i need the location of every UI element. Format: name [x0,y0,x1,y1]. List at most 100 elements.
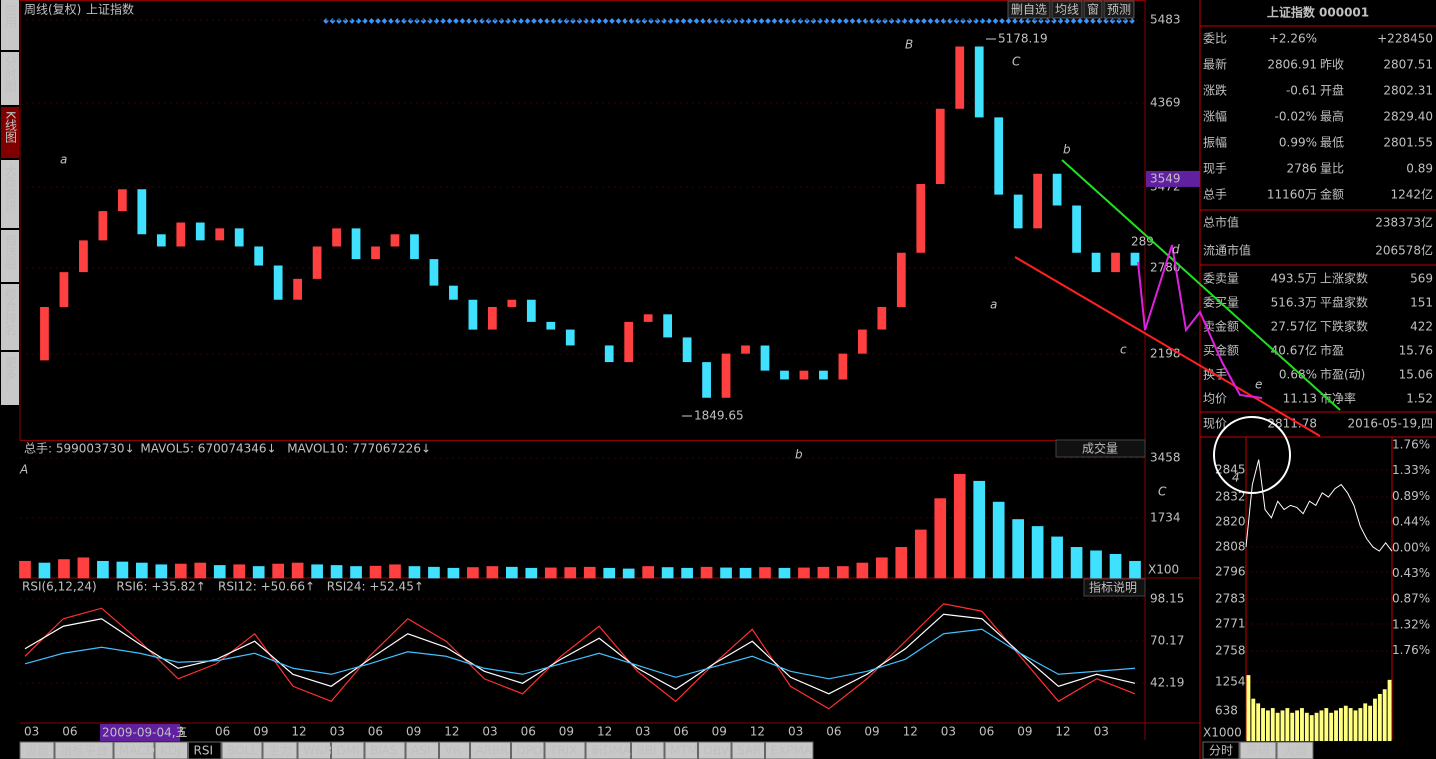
x-tick-label: 06 [521,725,536,739]
tab[interactable] [1276,741,1314,759]
intraday-volume-bar [1387,679,1392,742]
tab[interactable] [698,741,732,759]
marker [615,18,622,24]
sidebar-button[interactable] [1,107,19,158]
volume-bar [876,557,888,579]
volume-bar [778,567,791,579]
pct-tick-label: 1.76% [1392,643,1430,657]
tab[interactable] [331,741,365,759]
tab[interactable] [1202,741,1240,759]
tab[interactable] [664,741,698,759]
sidebar-button[interactable] [1,352,19,405]
volume-bar [1031,526,1044,579]
volume-bar [661,567,674,579]
quote-value: 0.89 [1406,162,1433,176]
header-button[interactable] [1083,0,1103,19]
rsi-legend: RSI(6,12,24) [22,580,97,594]
volume-bar [642,566,654,579]
sidebar-button[interactable] [1,160,19,228]
tab[interactable] [631,741,665,759]
tab[interactable] [470,741,511,759]
header-button[interactable] [1051,0,1083,19]
tab[interactable] [262,741,298,759]
marker [570,18,576,24]
annotation: b [1063,143,1071,157]
intraday-volume-bar [1377,693,1382,742]
current-price: 3549 [1150,171,1181,185]
sidebar-button[interactable] [1,52,19,105]
tab[interactable] [113,741,155,759]
tab[interactable] [439,741,470,759]
tab[interactable] [1239,741,1277,759]
quote-value: 151 [1410,296,1433,310]
trend-line [1014,256,1321,437]
pct-tick-label: 0.44% [1392,515,1430,529]
pct-tick-label: 0.00% [1392,540,1430,554]
sidebar-label: 自选股 [4,234,18,271]
tab[interactable] [364,741,406,759]
y-tick-label: 2796 [1215,564,1246,578]
annotation: d [1172,243,1180,257]
tab[interactable] [544,741,586,759]
intraday-volume-bar [1373,698,1377,742]
tab[interactable] [154,741,188,759]
tab[interactable] [19,741,55,759]
quote-value: -0.02% [1275,110,1317,124]
tab-label: MTM [670,744,698,758]
y-tick-label: 2808 [1215,539,1246,553]
tab[interactable] [54,741,114,759]
selector[interactable] [1055,439,1146,458]
sidebar-button[interactable] [1,284,19,350]
y-tick-label: 638 [1215,704,1238,718]
volume-bar [1090,550,1102,579]
volume-bar [583,566,596,579]
x-tick-label: 06 [62,725,77,739]
tab[interactable] [585,741,631,759]
tab-label: W&R [303,744,333,758]
tab-label: OBV [704,744,730,758]
x-tick-label: 03 [941,725,956,739]
x-tick-label: 12 [750,725,765,739]
sidebar-button[interactable] [1,0,19,50]
marker [537,18,544,24]
tab[interactable] [221,741,263,759]
intraday-volume-bar [1319,710,1324,742]
tab[interactable] [297,741,331,759]
volume-bar [544,567,557,579]
tab[interactable] [765,741,814,759]
header-button[interactable] [1007,0,1051,19]
tab-label: KDJ [160,744,181,758]
quote-value: 15.06 [1399,368,1433,382]
intraday-volume-bar [1275,712,1280,742]
volume-bar [330,565,343,579]
sidebar-label: 综合排名 [4,288,18,336]
x-tick-label: 03 [482,725,497,739]
x-tick-label: 03 [1094,725,1109,739]
button-label: 指标说明 [1089,580,1137,595]
y-tick-label: 98.15 [1150,592,1184,606]
tab-label: BBI [637,744,657,758]
tab[interactable] [511,741,545,759]
rsi-legend: RSI6: +35.82↑ [116,580,205,594]
x-tick-label: 06 [368,725,383,739]
marker [927,18,934,24]
y-tick-label: 4369 [1150,95,1181,109]
quote-value: -0.61 [1286,84,1317,98]
quote-label: 平盘家数 [1320,295,1368,310]
tab-label: SAR [737,744,761,758]
tab[interactable] [188,741,222,759]
tab[interactable] [405,741,439,759]
volume-bar [350,566,362,579]
quote-value: 2802.31 [1383,84,1433,98]
annotation: a [990,298,997,312]
tab-label: RSI [194,744,214,758]
header-button[interactable] [1103,0,1135,19]
sidebar-button[interactable] [1,230,19,282]
marker [843,18,849,24]
tab-label: DPO [517,744,543,758]
quote-label: 振幅 [1203,135,1227,150]
tab[interactable] [731,741,765,759]
x-tick-label: 03 [788,725,803,739]
button[interactable] [1083,578,1146,597]
quote-value: 40.67亿 [1271,343,1317,358]
